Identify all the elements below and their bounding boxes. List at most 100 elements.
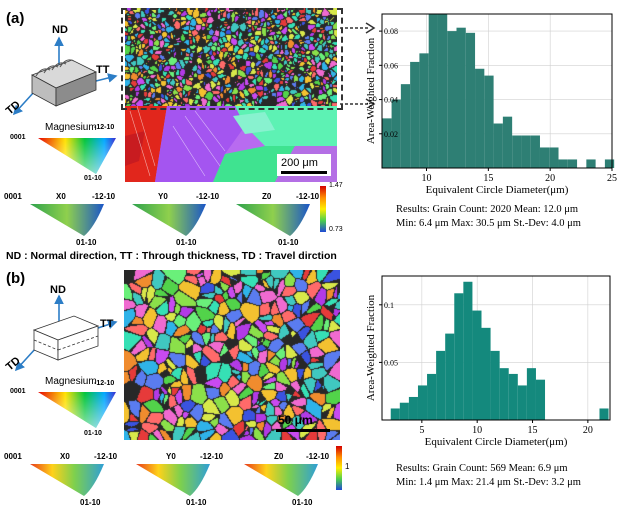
results-a-line1: Results: Grain Count: 2020 Mean: 12.0 μm [396, 204, 579, 215]
x-tick-label: 20 [583, 425, 593, 436]
colorbar-a-min: 0.73 [329, 226, 343, 233]
histogram-b: 5 10 15 20 0.05 0.1 Equivalent Circle Diameter… [365, 275, 611, 448]
nd-axis-label-b: ND [50, 284, 66, 296]
y-tick-label: 0.05 [384, 358, 398, 367]
histogram-bar [517, 385, 527, 420]
histogram-bar [558, 159, 568, 168]
ipf-key-corner-1210-b: -12-10 [94, 380, 115, 387]
colorbar-b [336, 446, 342, 490]
histogram-bar [490, 350, 500, 420]
histogram-bar [526, 368, 536, 420]
pf-a1-name: X0 [56, 192, 66, 201]
pf-a2-name: Y0 [158, 192, 168, 201]
histogram-bar [390, 408, 400, 420]
pf-b3-name: Z0 [274, 452, 284, 461]
histogram-bar [436, 350, 446, 420]
pole-figure-a-y0 [132, 204, 206, 236]
pf-a1-bottom: 01-10 [76, 238, 97, 247]
ipf-key-corner-0001-a: 0001 [10, 134, 26, 141]
histogram-bar [445, 333, 455, 420]
zoom-box [121, 8, 343, 110]
y-tick-label: 0.04 [384, 96, 398, 105]
histogram-bar [472, 310, 482, 420]
pole-figure-b-x0 [30, 464, 104, 496]
histogram-bar [530, 135, 540, 168]
scale-bar-b: 50 μm [276, 412, 332, 434]
histogram-bar [465, 32, 476, 168]
x-tick-label: 10 [422, 173, 432, 184]
pf-b3-right: -12-10 [306, 452, 330, 461]
ebsd-fine-grain-region-a [125, 8, 337, 106]
histogram-bar [447, 31, 457, 168]
histogram-bar [399, 402, 409, 420]
histogram-bar [410, 61, 420, 168]
pf-b1-name: X0 [60, 452, 70, 461]
pf-a1-right: -12-10 [92, 192, 116, 201]
histogram-bar [481, 327, 491, 420]
histogram-bar [599, 408, 609, 420]
nd-axis-label-a: ND [52, 24, 68, 36]
results-b-line2: Min: 1.4 μm Max: 21.4 μm St.-Dev: 3.2 μm [396, 477, 581, 488]
x-tick-label: 15 [483, 173, 493, 184]
x-tick-label: 15 [528, 425, 538, 436]
pf-b1-left: 0001 [4, 452, 22, 461]
scale-bar-a: 200 μm [277, 154, 331, 176]
histogram-bar [484, 75, 494, 168]
panel-b-label: (b) [6, 270, 26, 287]
histogram-bar [456, 27, 466, 168]
colorbar-b-mid: 1 [345, 462, 350, 471]
tt-axis-label-b: TT [100, 318, 114, 330]
ipf-key-title-a: Magnesium [45, 122, 97, 133]
histogram-bar [535, 379, 546, 420]
histogram-bar [567, 159, 578, 168]
ipf-key-corner-0110-b: 01-10 [84, 430, 102, 437]
pf-b2-name: Y0 [166, 452, 176, 461]
results-a-line2: Min: 6.4 μm Max: 30.5 μm St.-Dev: 4.0 μm [396, 218, 581, 229]
ipf-key-triangle-b [38, 392, 116, 428]
results-a: Results: Grain Count: 2020 Mean: 12.0 μm… [396, 203, 581, 231]
plot-border [381, 13, 613, 169]
pole-figures-b: 0001 X0 -12-10 01-10 Y0 -12-10 01-10 Z0 … [0, 446, 360, 507]
histogram-bar [428, 14, 438, 168]
zoom-arrows [340, 22, 376, 108]
x-tick-label: 25 [607, 173, 617, 184]
pf-a2-bottom: 01-10 [176, 238, 197, 247]
pf-b3-bottom: 01-10 [292, 498, 313, 507]
pf-b2-right: -12-10 [200, 452, 224, 461]
histogram-bar [499, 368, 509, 420]
pole-figures-a: 0001 X0 -12-10 01-10 Y0 -12-10 01-10 Z0 … [0, 182, 350, 247]
histogram-bar [475, 68, 485, 168]
ipf-key-corner-0001-b: 0001 [10, 388, 26, 395]
scale-bar-text-b: 50 μm [278, 413, 313, 427]
histogram-bar [508, 373, 518, 420]
x-axis-label: Equivalent Circle Diameter(μm) [426, 184, 569, 196]
pf-a3-bottom: 01-10 [278, 238, 299, 247]
ebsd-grain-region-b [124, 270, 340, 440]
tt-axis-label-a: TT [96, 64, 110, 76]
histogram-bar [427, 373, 437, 420]
pf-a1-left: 0001 [4, 192, 22, 201]
ebsd-map-a: 200 μm [125, 8, 337, 182]
histogram-bar [521, 135, 531, 168]
sample-block-b-diagram [14, 294, 118, 372]
histogram-bar [586, 159, 596, 168]
colorbar-a-max: 1.47 [329, 182, 343, 189]
y-tick-label: 0.02 [384, 130, 398, 139]
pf-b1-right: -12-10 [94, 452, 118, 461]
pf-a3-right: -12-10 [296, 192, 320, 201]
pf-a3-name: Z0 [262, 192, 272, 201]
histogram-bar [493, 123, 503, 168]
histogram-bar [419, 53, 429, 168]
pole-figure-b-y0 [136, 464, 210, 496]
histogram-bar [512, 135, 522, 168]
scale-bar-line-b [276, 429, 330, 432]
histogram-bar [417, 385, 428, 420]
y-tick-label: 0.06 [384, 61, 398, 70]
x-tick-label: 10 [472, 425, 482, 436]
histogram-bar [408, 396, 418, 420]
panel-a-label: (a) [6, 10, 25, 27]
results-b-line1: Results: Grain Count: 569 Mean: 6.9 μm [396, 463, 568, 474]
pf-a2-right: -12-10 [196, 192, 220, 201]
pole-figure-a-x0 [30, 204, 104, 236]
ipf-key-title-b: Magnesium [45, 376, 97, 387]
